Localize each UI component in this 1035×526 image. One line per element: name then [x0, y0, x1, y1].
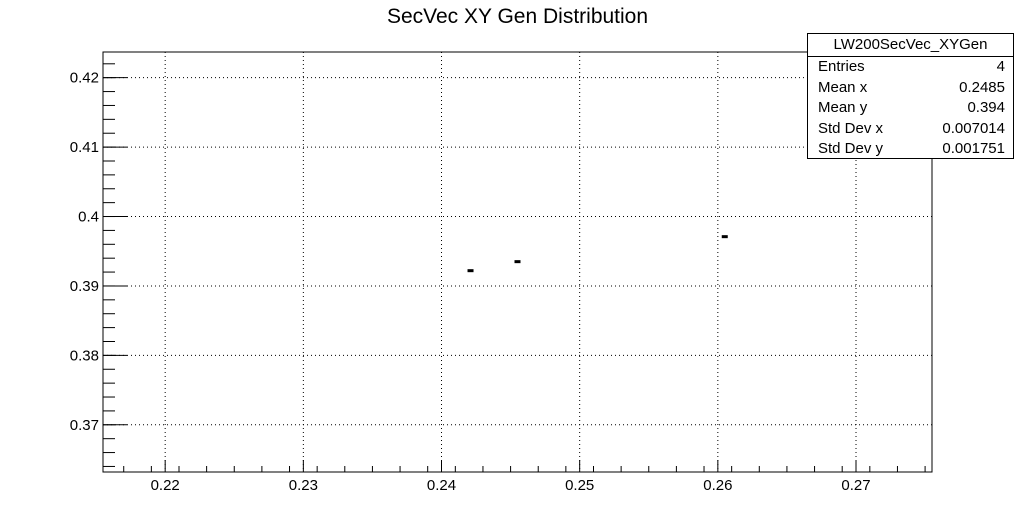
stats-row-label: Entries [818, 58, 865, 75]
stats-row: Mean y 0.394 [808, 98, 1013, 119]
stats-row-label: Mean y [818, 99, 868, 117]
stats-row: Entries 4 [808, 57, 1013, 78]
stats-row: Std Dev y 0.001751 [808, 139, 1013, 160]
stats-row-value: 0.001751 [942, 140, 1005, 158]
stats-row-value: 0.394 [967, 99, 1005, 117]
x-tick-label: 0.22 [151, 477, 180, 494]
data-points [467, 235, 728, 273]
scatter-point [514, 260, 521, 264]
stats-box: LW200SecVec_XYGen Entries 4 Mean x 0.248… [807, 33, 1014, 159]
x-tick-label: 0.23 [289, 477, 318, 494]
y-tick-label: 0.38 [70, 347, 99, 364]
x-tick-label: 0.27 [841, 477, 870, 494]
y-tick-label: 0.37 [70, 417, 99, 434]
stats-row-label: Mean x [818, 78, 868, 96]
y-tick-label: 0.42 [70, 70, 99, 87]
y-tick-label: 0.41 [70, 139, 99, 156]
stats-row-value: 4 [996, 58, 1005, 75]
axis-ticks [103, 63, 926, 472]
scatter-point [467, 269, 474, 273]
scatter-point [721, 235, 728, 239]
stats-row: Mean x 0.2485 [808, 78, 1013, 99]
y-tick-label: 0.4 [78, 209, 99, 226]
x-tick-label: 0.26 [703, 477, 732, 494]
stats-row-label: Std Dev y [818, 140, 884, 158]
tick-labels: 0.22 0.23 0.24 0.25 0.26 0.27 0.37 0.38 0.39 0.4 0… [70, 70, 871, 494]
stats-row: Std Dev x 0.007014 [808, 119, 1013, 140]
x-tick-label: 0.24 [427, 477, 456, 494]
stats-box-name: LW200SecVec_XYGen [808, 34, 1013, 57]
plot-frame [102, 51, 933, 473]
stats-row-value: 0.2485 [959, 78, 1005, 96]
stats-row-value: 0.007014 [942, 119, 1005, 137]
chart-title: SecVec XY Gen Distribution [386, 5, 649, 28]
x-tick-label: 0.25 [565, 477, 594, 494]
y-tick-label: 0.39 [70, 278, 99, 295]
stats-row-label: Std Dev x [818, 119, 884, 137]
